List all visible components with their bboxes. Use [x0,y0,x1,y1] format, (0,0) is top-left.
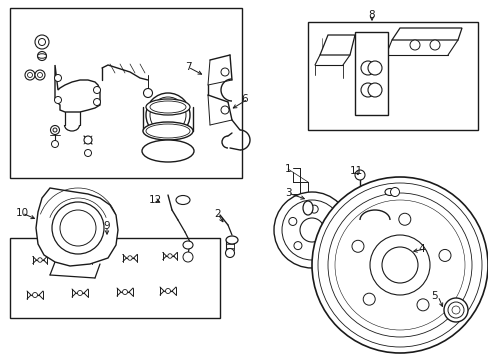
Circle shape [363,293,374,305]
Bar [10,238,220,318]
Text: 4: 4 [418,244,424,254]
Ellipse shape [225,236,238,244]
Text: 9: 9 [103,221,110,231]
Ellipse shape [303,201,312,215]
Circle shape [429,40,439,50]
Circle shape [146,93,190,137]
Circle shape [360,61,374,75]
Circle shape [127,256,132,260]
Circle shape [398,213,410,225]
Circle shape [93,86,101,94]
Circle shape [77,291,82,296]
Polygon shape [319,35,354,55]
Circle shape [82,258,87,262]
Ellipse shape [176,195,190,204]
Circle shape [38,51,46,60]
Polygon shape [391,28,461,40]
Circle shape [143,89,152,98]
Circle shape [35,35,49,49]
Circle shape [293,242,301,249]
Circle shape [438,249,450,261]
Bar [307,22,477,130]
Circle shape [328,222,336,230]
Ellipse shape [146,99,190,115]
Circle shape [183,252,193,262]
Circle shape [311,177,487,353]
Circle shape [51,140,59,148]
Circle shape [317,183,481,347]
Circle shape [282,200,341,260]
Circle shape [367,61,381,75]
Circle shape [32,292,38,297]
Circle shape [367,83,381,97]
Circle shape [25,70,35,80]
Ellipse shape [142,140,194,162]
Circle shape [443,298,467,322]
Circle shape [93,99,101,105]
Ellipse shape [384,189,394,195]
Circle shape [84,136,92,144]
Text: 12: 12 [148,195,162,205]
Circle shape [122,289,127,294]
Circle shape [60,210,96,246]
Circle shape [39,39,45,45]
Circle shape [221,68,228,76]
Circle shape [54,75,61,81]
Circle shape [447,302,463,318]
Circle shape [360,83,374,97]
Text: 1: 1 [284,164,291,174]
Bar [10,8,242,178]
Circle shape [351,240,363,252]
Polygon shape [55,65,100,112]
Text: 10: 10 [16,208,28,218]
Circle shape [288,217,296,225]
Circle shape [309,205,318,213]
Circle shape [451,306,459,314]
Circle shape [54,96,61,104]
Circle shape [273,192,349,268]
Circle shape [35,70,45,80]
Circle shape [381,247,417,283]
Text: 7: 7 [184,62,191,72]
Polygon shape [354,32,387,115]
Circle shape [84,149,91,157]
Circle shape [167,254,172,258]
Circle shape [334,200,464,330]
Text: 8: 8 [368,10,375,20]
Circle shape [38,258,42,262]
Text: 11: 11 [348,166,362,176]
Circle shape [416,299,428,311]
Circle shape [225,248,234,257]
Circle shape [369,235,429,295]
Ellipse shape [150,101,185,113]
Circle shape [165,288,170,293]
Text: 6: 6 [241,94,247,104]
Circle shape [354,170,364,180]
Ellipse shape [146,124,190,138]
Circle shape [409,40,419,50]
Circle shape [38,72,42,77]
Text: 3: 3 [284,188,291,198]
Ellipse shape [183,241,193,249]
Circle shape [221,106,228,114]
Circle shape [52,202,104,254]
Ellipse shape [142,122,193,140]
Ellipse shape [38,54,46,58]
Circle shape [327,193,471,337]
Polygon shape [36,188,118,266]
Circle shape [150,97,185,133]
Text: 5: 5 [430,291,437,301]
Circle shape [318,244,326,252]
Circle shape [50,126,60,135]
Circle shape [299,218,324,242]
Circle shape [53,128,57,132]
Circle shape [27,72,32,77]
Circle shape [390,188,399,197]
Text: 2: 2 [214,209,221,219]
